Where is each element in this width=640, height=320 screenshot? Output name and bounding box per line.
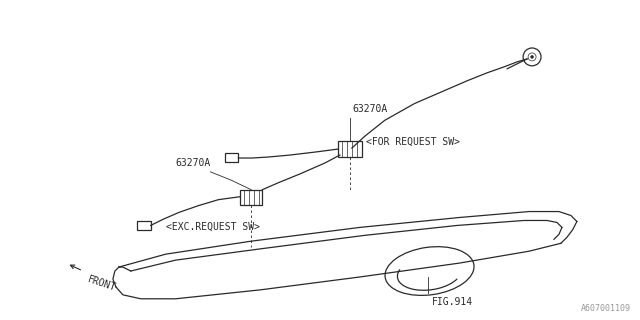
Bar [338,141,362,157]
Text: <EXC.REQUEST SW>: <EXC.REQUEST SW> [166,221,260,231]
Text: A607001109: A607001109 [580,304,630,313]
Text: 63270A: 63270A [353,104,388,114]
Text: FRONT: FRONT [86,274,117,292]
Text: 63270A: 63270A [175,158,211,168]
Text: FIG.914: FIG.914 [431,297,472,307]
Circle shape [531,55,534,58]
Bar [137,221,151,230]
Bar [241,190,262,204]
Bar [225,153,238,162]
Text: <FOR REQUEST SW>: <FOR REQUEST SW> [366,137,460,147]
